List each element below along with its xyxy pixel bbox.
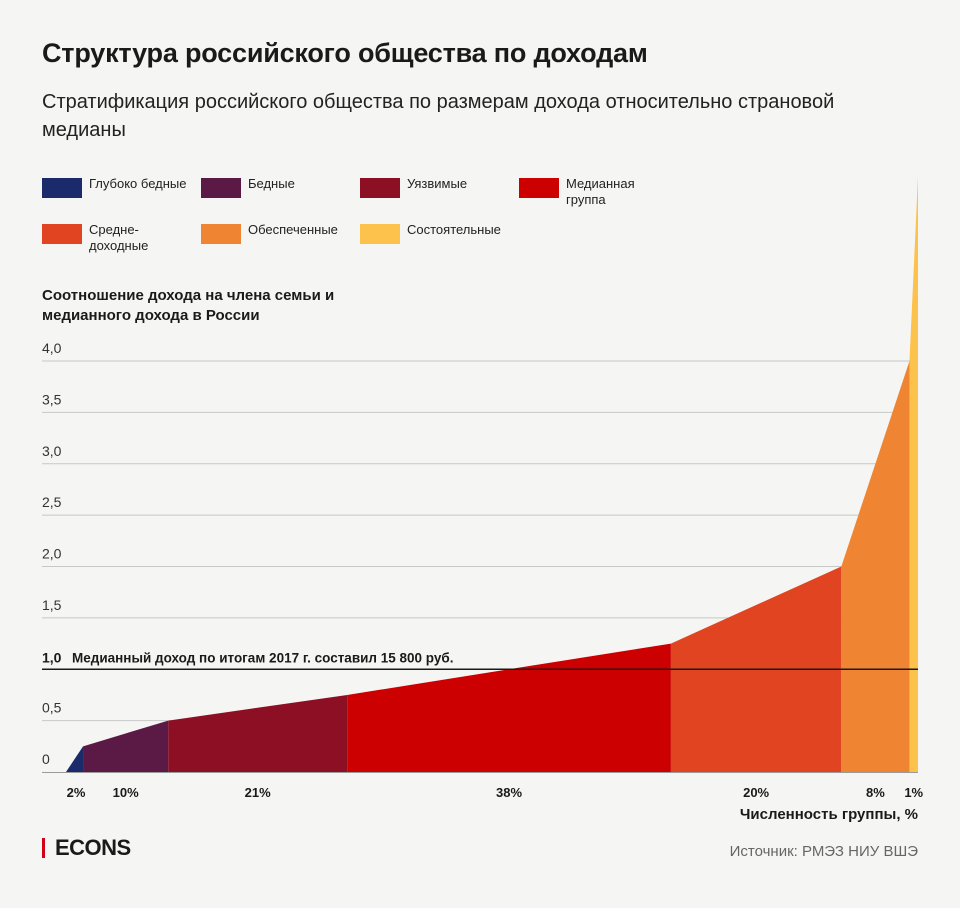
y-tick-label: 1,5 — [42, 597, 62, 613]
y-tick-label: 2,5 — [42, 494, 62, 510]
area-segment-2 — [83, 720, 169, 772]
legend-label: Медианная группа — [566, 176, 635, 207]
legend-label: Бедные — [248, 176, 295, 191]
y-tick-label: 3,5 — [42, 391, 62, 407]
share-label: 20% — [743, 785, 769, 800]
y-axis-title: Соотношение дохода на члена семьи и меди… — [42, 287, 335, 324]
page-title: Структура российского общества по дохода… — [42, 38, 648, 68]
y-tick-label-median: 1,0 — [42, 649, 62, 665]
area-segment-3 — [168, 694, 348, 772]
legend-label: Глубоко бедные — [89, 176, 187, 191]
area-segment-7 — [909, 176, 918, 773]
legend-swatch — [201, 178, 241, 198]
share-label: 10% — [113, 785, 139, 800]
x-axis-title: Численность группы, % — [740, 806, 918, 823]
area-segment-4 — [347, 643, 671, 772]
page-subtitle: Стратификация российского общества по ра… — [42, 91, 835, 141]
legend-swatch — [360, 224, 400, 244]
legend-label: Обеспеченные — [248, 222, 338, 237]
y-tick-label: 2,0 — [42, 546, 62, 562]
econs-logo: ECONS — [42, 837, 131, 859]
area-segment-6 — [841, 361, 910, 772]
share-label: 8% — [866, 785, 885, 800]
median-line-label: Медианный доход по итогам 2017 г. состав… — [72, 650, 453, 665]
y-tick-label: 4,0 — [42, 340, 62, 356]
y-tick-label: 0 — [42, 751, 50, 767]
area-segment-1 — [66, 746, 84, 772]
legend-label: Уязвимые — [407, 176, 468, 191]
y-tick-label: 0,5 — [42, 700, 62, 716]
legend-label: Состоятельные — [407, 222, 501, 237]
legend-swatch — [42, 178, 82, 198]
legend-swatch — [519, 178, 559, 198]
share-label: 38% — [496, 785, 522, 800]
share-label: 1% — [904, 785, 923, 800]
y-tick-label: 3,0 — [42, 443, 62, 459]
legend-swatch — [360, 178, 400, 198]
legend-swatch — [42, 224, 82, 244]
source-note: Источник: РМЭЗ НИУ ВШЭ — [729, 843, 918, 860]
share-label: 2% — [67, 785, 86, 800]
legend-swatch — [201, 224, 241, 244]
legend-label: Средне-доходные — [89, 222, 149, 253]
share-label: 21% — [245, 785, 271, 800]
